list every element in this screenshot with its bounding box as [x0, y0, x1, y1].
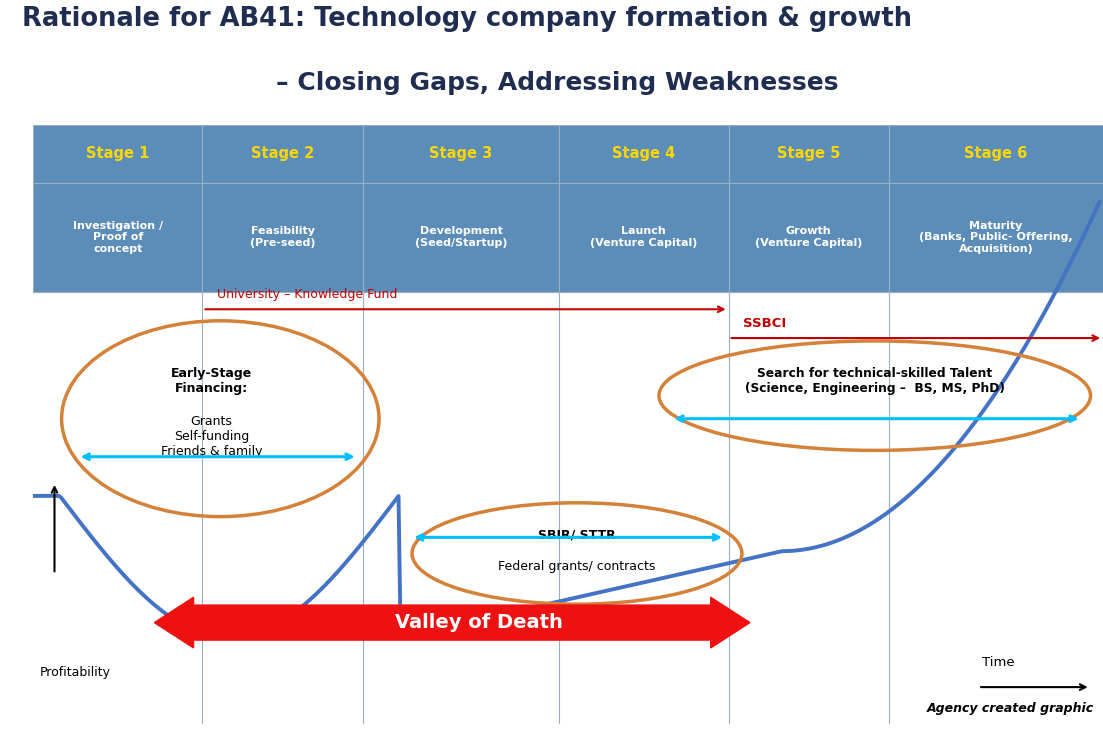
Text: Development
(Seed/Startup): Development (Seed/Startup): [415, 226, 507, 248]
FancyArrow shape: [154, 598, 710, 648]
Text: – Closing Gaps, Addressing Weaknesses: – Closing Gaps, Addressing Weaknesses: [276, 71, 838, 95]
Text: Early-Stage
Financing:: Early-Stage Financing:: [171, 367, 251, 395]
Text: Grants
Self-funding
Friends & family: Grants Self-funding Friends & family: [161, 415, 263, 458]
Text: Stage 2: Stage 2: [251, 146, 314, 161]
Bar: [729, 125, 889, 182]
Text: Time: Time: [982, 656, 1015, 669]
Bar: [889, 182, 1103, 292]
Text: Stage 4: Stage 4: [612, 146, 675, 161]
Text: University – Knowledge Fund: University – Knowledge Fund: [217, 288, 397, 301]
Text: Growth
(Venture Capital): Growth (Venture Capital): [756, 226, 863, 248]
Text: Maturity
(Banks, Public- Offering,
Acquisition): Maturity (Banks, Public- Offering, Acqui…: [919, 220, 1073, 254]
Text: SSBCI: SSBCI: [742, 317, 786, 330]
Text: Stage 5: Stage 5: [778, 146, 840, 161]
Text: Agency created graphic: Agency created graphic: [927, 702, 1094, 714]
FancyArrow shape: [194, 598, 750, 648]
Text: Stage 3: Stage 3: [429, 146, 493, 161]
Text: Rationale for AB41: Technology company formation & growth: Rationale for AB41: Technology company f…: [22, 6, 912, 32]
Text: Valley of Death: Valley of Death: [395, 613, 563, 632]
Text: Investigation /
Proof of
concept: Investigation / Proof of concept: [73, 220, 163, 254]
Text: Launch
(Venture Capital): Launch (Venture Capital): [590, 226, 697, 248]
Bar: [203, 125, 363, 182]
Bar: [559, 182, 729, 292]
Bar: [33, 182, 203, 292]
Text: SBIR/ STTR: SBIR/ STTR: [538, 528, 615, 541]
Bar: [363, 182, 559, 292]
Bar: [729, 182, 889, 292]
Bar: [889, 125, 1103, 182]
Bar: [363, 125, 559, 182]
Text: Federal grants/ contracts: Federal grants/ contracts: [499, 560, 655, 573]
Text: Feasibility
(Pre-seed): Feasibility (Pre-seed): [250, 226, 315, 248]
Text: Stage 1: Stage 1: [86, 146, 150, 161]
Text: Stage 6: Stage 6: [964, 146, 1028, 161]
Text: Profitability: Profitability: [40, 667, 111, 679]
Bar: [559, 125, 729, 182]
Bar: [33, 125, 203, 182]
Text: Search for technical-skilled Talent
(Science, Engineering –  BS, MS, PhD): Search for technical-skilled Talent (Sci…: [745, 367, 1005, 395]
Bar: [203, 182, 363, 292]
